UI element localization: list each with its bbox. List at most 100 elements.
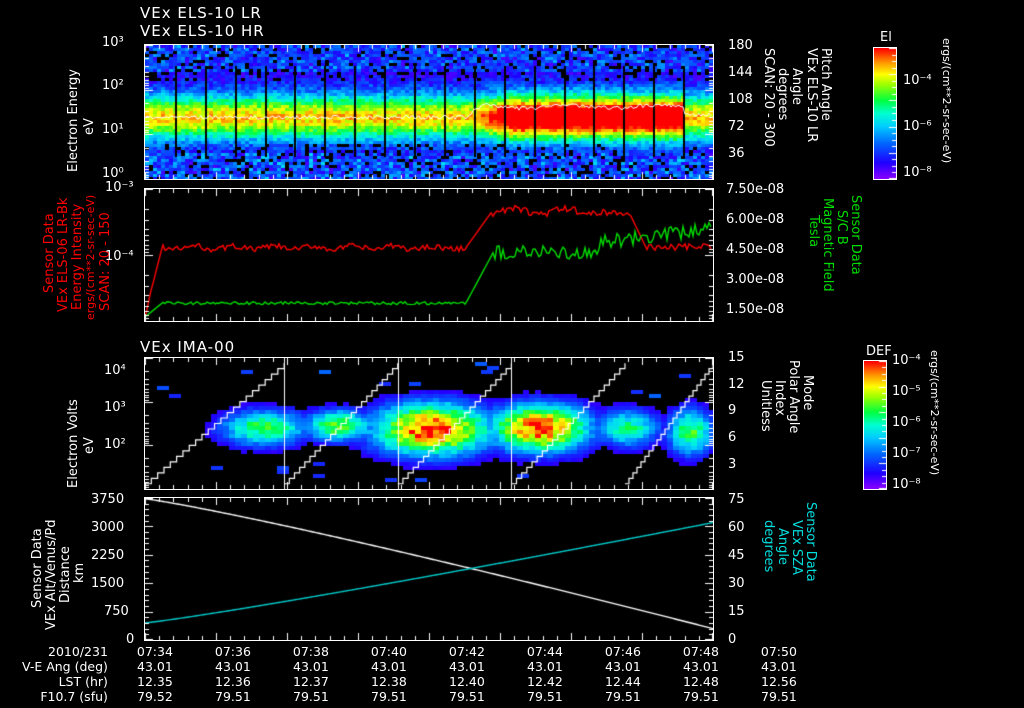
- ve-ang-cell: 43.01: [605, 659, 641, 674]
- panel1-colorbar-unit: ergs/(cm**2-sr-sec-eV): [940, 38, 953, 164]
- time-cell: 07:50: [760, 644, 797, 659]
- panel2-left-axis-name-3: Energy Intensity: [70, 203, 85, 310]
- ve-ang-cell: 43.01: [527, 659, 563, 674]
- panel1-ytick-3: 10⁰: [102, 166, 124, 181]
- table-row: F10.7 (sfu) 79.52 79.51 79.51 79.51 79.5…: [22, 689, 818, 704]
- panel3-colorbar-canvas: [864, 361, 886, 489]
- panel3-spectrogram-canvas: [145, 358, 713, 489]
- panel1-right-axis-name-4: degrees: [775, 68, 790, 121]
- ve-ang-cell: 43.01: [449, 659, 485, 674]
- f107-cell: 79.51: [215, 689, 251, 704]
- panel4-ytick-r1: 60: [728, 520, 745, 535]
- lst-cell: 12.40: [449, 674, 485, 689]
- f107-cell: 79.51: [449, 689, 485, 704]
- panel1-colorbar-canvas: [874, 48, 896, 179]
- lst-cell: 12.42: [527, 674, 563, 689]
- panel3-ytick-r4: 3: [728, 457, 737, 472]
- panel3-ytick-r3: 6: [728, 430, 737, 445]
- panel4-right-axis-name-1: Sensor Data: [803, 502, 818, 582]
- lst-cell: 12.56: [761, 674, 797, 689]
- row-label-f107: F10.7 (sfu): [40, 689, 108, 704]
- time-cell: 07:48: [682, 644, 719, 659]
- ve-ang-cell: 43.01: [761, 659, 797, 674]
- panel3-right-axis-name-3: Index: [772, 380, 787, 416]
- time-cell: 07:38: [292, 644, 329, 659]
- panel3-cbtick-0: 10⁻⁴: [892, 353, 921, 368]
- ve-ang-cell: 43.01: [683, 659, 719, 674]
- panel2-ytick-r2: 4.50e-08: [726, 242, 785, 257]
- panel1-ytick-r3: 72: [728, 119, 745, 134]
- panel1-ytick-r1: 144: [728, 65, 753, 80]
- ve-ang-cell: 43.01: [371, 659, 407, 674]
- panel2-ytick-r4: 1.50e-08: [726, 302, 785, 317]
- panel1-title-line1: VEx ELS-10 LR: [140, 4, 262, 22]
- panel1-right-axis-name-2: VEx ELS-10 LR: [804, 48, 819, 143]
- panel4-ytick-r0: 75: [728, 492, 745, 507]
- panel4-ytick-r4: 15: [728, 604, 745, 619]
- panel2-ytick-r3: 3.00e-08: [726, 272, 785, 287]
- f107-cell: 79.51: [371, 689, 407, 704]
- panel3-colorbar-label: DEF: [866, 344, 892, 359]
- panel2-right-axis-name-3: Magnetic Field: [820, 198, 835, 292]
- panel3-cbtick-4: 10⁻⁸: [892, 477, 921, 492]
- panel3-left-axis-name-1: Electron Volts: [66, 399, 81, 488]
- panel1-ytick-r0: 180: [728, 38, 753, 53]
- panel3-right-axis-name-2: Polar Angle: [786, 360, 801, 434]
- panel2-ytick-r0: 7.50e-08: [726, 182, 785, 197]
- panel3-ytick-0: 10⁴: [104, 363, 126, 378]
- row-label-ve-ang: V-E Ang (deg): [22, 659, 108, 674]
- panel4-right-axis-name-4: degrees: [761, 520, 776, 573]
- row-label-lst: LST (hr): [58, 674, 108, 689]
- row-label-date: 2010/231: [48, 644, 108, 659]
- time-cell: 07:34: [136, 644, 173, 659]
- time-cell: 07:42: [448, 644, 485, 659]
- time-cell: 07:40: [370, 644, 407, 659]
- panel1-cbtick-2: 10⁻⁸: [903, 165, 932, 180]
- panel4-ytick-5: 0: [126, 632, 135, 647]
- bottom-data-table: 2010/231 07:34 07:36 07:38 07:40 07:42 0…: [22, 644, 818, 704]
- panel2-plot[interactable]: [144, 188, 714, 322]
- panel4-ytick-r3: 30: [728, 576, 745, 591]
- panel1-left-axis-name-1: Electron Energy: [66, 69, 81, 172]
- panel2-ytick-0: 10⁻³: [105, 180, 134, 195]
- panel1-colorbar: [873, 47, 897, 180]
- panel1-cbtick-0: 10⁻⁴: [903, 73, 932, 88]
- panel1-ytick-r4: 36: [728, 146, 745, 161]
- panel2-right-axis-name-2: S/C B: [834, 210, 849, 245]
- panel4-ytick-1: 3000: [91, 520, 125, 535]
- panel4-right-axis-name-2: VEx SZA: [789, 520, 804, 575]
- panel3-cbtick-1: 10⁻⁵: [892, 384, 921, 399]
- panel2-left-axis-name-2: VEx ELS-06 LR-Bk: [56, 197, 71, 312]
- panel1-left-axis-name-2: eV: [82, 118, 97, 135]
- panel4-right-axis-name-3: Angle: [775, 528, 790, 565]
- panel4-ytick-r2: 45: [728, 548, 745, 563]
- time-cell: 07:36: [214, 644, 251, 659]
- panel3-cbtick-3: 10⁻⁷: [892, 446, 921, 461]
- panel1-plot[interactable]: [144, 44, 714, 180]
- panel3-title: VEx IMA-00: [140, 338, 236, 356]
- ve-ang-cell: 43.01: [215, 659, 251, 674]
- lst-cell: 12.36: [215, 674, 251, 689]
- panel4-plot[interactable]: [144, 497, 714, 641]
- lst-cell: 12.37: [293, 674, 329, 689]
- panel3-plot[interactable]: [144, 357, 714, 490]
- f107-cell: 79.51: [527, 689, 563, 704]
- lst-cell: 12.38: [371, 674, 407, 689]
- panel1-title-line2: VEx ELS-10 HR: [140, 22, 265, 40]
- panel3-left-axis-name-2: eV: [82, 437, 97, 454]
- panel1-ytick-2: 10¹: [102, 122, 124, 137]
- panel4-ytick-0: 3750: [91, 492, 125, 507]
- panel4-left-axis-name-4: km: [72, 562, 87, 583]
- panel2-ytick-1: 10⁻⁴: [105, 249, 134, 264]
- lst-cell: 12.44: [605, 674, 641, 689]
- f107-cell: 79.51: [683, 689, 719, 704]
- panel1-spectrogram-canvas: [145, 45, 713, 179]
- panel1-ytick-0: 10³: [102, 35, 124, 50]
- panel2-ytick-r1: 6.00e-08: [726, 212, 785, 227]
- panel2-right-axis-name-4: Tesla: [806, 215, 821, 248]
- time-cell: 07:44: [526, 644, 563, 659]
- f107-cell: 79.51: [293, 689, 329, 704]
- panel3-right-axis-name-1: Mode: [800, 375, 815, 411]
- panel1-right-axis-name-3: Angle: [789, 68, 804, 105]
- panel3-cbtick-2: 10⁻⁶: [892, 415, 921, 430]
